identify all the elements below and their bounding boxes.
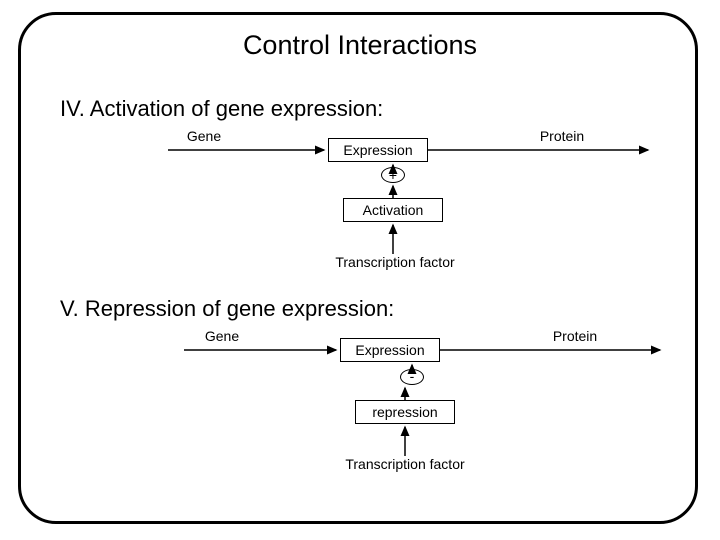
slide: Control Interactions IV. Activation of g…: [0, 0, 720, 540]
arrows-repression: [0, 0, 720, 540]
